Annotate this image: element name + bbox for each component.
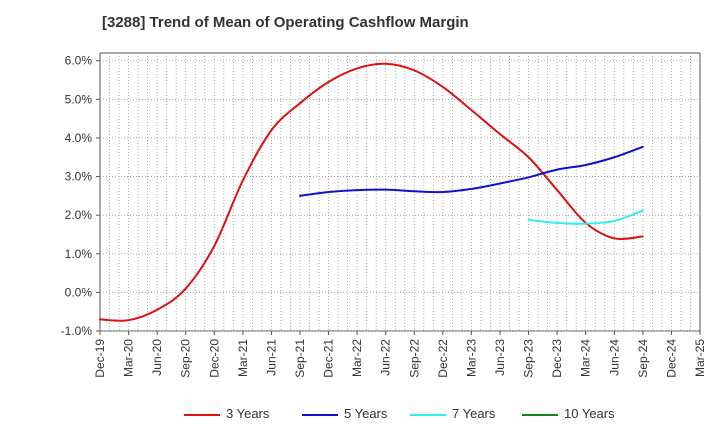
y-tick-label: -1.0% bbox=[61, 324, 93, 338]
legend-swatch bbox=[522, 414, 558, 416]
y-tick-label: 6.0% bbox=[65, 54, 93, 68]
x-tick-label: Jun-20 bbox=[150, 339, 164, 376]
x-tick-label: Dec-24 bbox=[664, 339, 678, 378]
series-lines bbox=[99, 62, 644, 322]
legend-swatch bbox=[410, 414, 446, 416]
plot-area bbox=[99, 52, 701, 332]
series-line-1 bbox=[299, 145, 644, 197]
y-axis: -1.0% 0.0% 1.0% 2.0% 3.0% 4.0% 5.0% 6.0% bbox=[61, 54, 100, 338]
x-tick-label: Dec-21 bbox=[322, 339, 336, 378]
legend-label: 3 Years bbox=[226, 406, 270, 421]
series-line-2 bbox=[527, 209, 644, 225]
y-tick-label: 3.0% bbox=[65, 170, 93, 184]
x-tick-label: Dec-23 bbox=[550, 339, 564, 378]
y-tick-label: 2.0% bbox=[65, 208, 93, 222]
chart-title: [3288] Trend of Mean of Operating Cashfl… bbox=[102, 14, 469, 31]
x-tick-label: Dec-19 bbox=[93, 339, 107, 378]
x-tick-label: Jun-23 bbox=[493, 339, 507, 376]
legend-label: 5 Years bbox=[344, 406, 388, 421]
x-tick-label: Mar-22 bbox=[350, 339, 364, 377]
legend-swatch bbox=[184, 414, 220, 416]
x-tick-label: Sep-22 bbox=[407, 339, 421, 378]
y-tick-label: 4.0% bbox=[65, 131, 93, 145]
y-tick-label: 0.0% bbox=[65, 285, 93, 299]
x-tick-label: Mar-21 bbox=[236, 339, 250, 377]
legend-label: 7 Years bbox=[452, 406, 496, 421]
x-tick-label: Mar-24 bbox=[579, 339, 593, 377]
x-tick-label: Mar-20 bbox=[122, 339, 136, 377]
x-tick-label: Jun-24 bbox=[607, 339, 621, 376]
x-tick-label: Sep-23 bbox=[522, 339, 536, 378]
x-tick-label: Jun-22 bbox=[379, 339, 393, 376]
x-tick-label: Sep-20 bbox=[179, 339, 193, 378]
x-tick-label: Jun-21 bbox=[264, 339, 278, 376]
y-tick-label: 5.0% bbox=[65, 92, 93, 106]
legend: 3 Years 5 Years 7 Years 10 Years bbox=[0, 404, 720, 426]
x-tick-label: Dec-20 bbox=[207, 339, 221, 378]
x-tick-label: Mar-25 bbox=[693, 339, 707, 377]
x-tick-label: Sep-21 bbox=[293, 339, 307, 378]
legend-swatch bbox=[302, 414, 338, 416]
series-line-0 bbox=[99, 62, 644, 322]
x-tick-label: Mar-23 bbox=[464, 339, 478, 377]
grid-lines bbox=[100, 53, 700, 332]
x-tick-label: Sep-24 bbox=[636, 339, 650, 378]
y-tick-label: 1.0% bbox=[65, 247, 93, 261]
x-tick-label: Dec-22 bbox=[436, 339, 450, 378]
x-axis: Dec-19 Mar-20 Jun-20 Sep-20 Dec-20 Mar-21 Jun-… bbox=[93, 331, 707, 378]
legend-label: 10 Years bbox=[564, 406, 615, 421]
